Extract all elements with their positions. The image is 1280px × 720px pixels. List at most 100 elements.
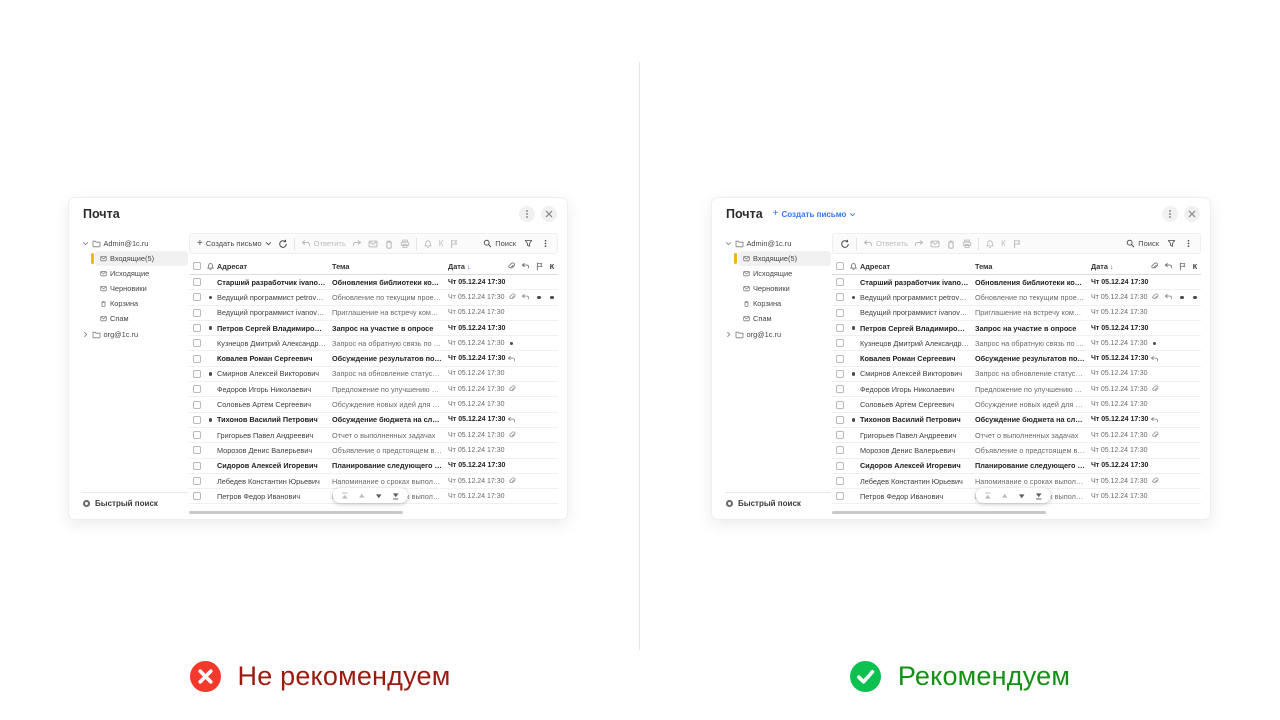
row-checkbox[interactable] — [192, 324, 201, 333]
row-checkbox[interactable] — [192, 400, 201, 409]
mail-row[interactable]: Григорьев Павел Андреевич Отчет о выполн… — [832, 428, 1201, 444]
account-item-admin[interactable]: Admin@1c.ru — [725, 236, 831, 251]
mail-row[interactable]: Соловьев Артем Сергеевич Обсуждение новы… — [189, 397, 558, 413]
k-button[interactable]: К — [438, 239, 444, 248]
folder-item[interactable]: Входящие(5) — [91, 251, 188, 266]
mail-row[interactable]: Ведущий программист petrov@1c.ru Обновле… — [832, 290, 1201, 306]
mail-row[interactable]: Ведущий программист ivanov@1c.ru Приглаш… — [189, 306, 558, 321]
mail-row[interactable]: Ковалев Роман Сергеевич Обсуждение резул… — [189, 351, 558, 367]
folder-item[interactable]: Корзина — [95, 296, 188, 311]
k-button[interactable]: К — [1001, 239, 1006, 248]
search-button[interactable]: Поиск — [1126, 239, 1159, 248]
row-checkbox[interactable] — [835, 431, 844, 440]
reply-button[interactable]: Ответить — [863, 239, 908, 248]
print-button[interactable] — [962, 239, 972, 249]
row-checkbox[interactable] — [192, 339, 201, 348]
mail-row[interactable]: Григорьев Павел Андреевич Отчет о выполн… — [189, 428, 558, 444]
last-page-button[interactable] — [391, 492, 399, 500]
row-checkbox[interactable] — [192, 354, 201, 363]
mail-row[interactable]: Петров Федор Иванович Напоминание о срок… — [832, 489, 1201, 505]
account-item-org[interactable]: org@1c.ru — [725, 327, 831, 342]
mail-row[interactable]: Соловьев Артем Сергеевич Обсуждение новы… — [832, 397, 1201, 413]
row-checkbox[interactable] — [835, 308, 844, 317]
row-checkbox[interactable] — [192, 415, 201, 424]
row-checkbox[interactable] — [835, 293, 844, 302]
next-page-button[interactable] — [1017, 492, 1025, 500]
mail-row[interactable]: Сидоров Алексей Игоревич Планирование сл… — [832, 459, 1201, 474]
row-checkbox[interactable] — [192, 308, 201, 317]
mail-row[interactable]: Тихонов Василий Петрович Обсуждение бюдж… — [189, 413, 558, 428]
mail-row[interactable]: Петров Сергей Владимирович Запрос на уча… — [189, 321, 558, 337]
row-checkbox[interactable] — [192, 477, 201, 485]
forward-button[interactable] — [352, 239, 362, 248]
folder-item[interactable]: Входящие(5) — [734, 251, 831, 266]
row-checkbox[interactable] — [835, 492, 844, 501]
refresh-button[interactable] — [840, 238, 850, 249]
row-checkbox[interactable] — [835, 415, 844, 424]
filter-button[interactable] — [1167, 239, 1176, 248]
window-close-button[interactable] — [541, 206, 557, 222]
column-addressee[interactable]: Адресат — [860, 261, 891, 271]
next-page-button[interactable] — [374, 492, 382, 500]
last-page-button[interactable] — [1034, 492, 1042, 500]
mail-row[interactable]: Лебедев Константин Юрьевич Напоминание о… — [832, 474, 1201, 490]
mail-row[interactable]: Ведущий программист petrov@1c.ru Обновле… — [189, 290, 558, 306]
mail-row[interactable]: Старший разработчик ivanov@1c.ru Обновле… — [832, 275, 1201, 291]
mail-row[interactable]: Федоров Игорь Николаевич Предложение по … — [832, 382, 1201, 398]
row-checkbox[interactable] — [192, 431, 201, 440]
folder-item[interactable]: Исходящие — [95, 266, 188, 281]
row-checkbox[interactable] — [192, 461, 201, 470]
account-item-admin[interactable]: Admin@1c.ru — [82, 236, 188, 251]
row-checkbox[interactable] — [835, 400, 844, 409]
move-to-folder-button[interactable] — [368, 239, 378, 249]
quick-search-button[interactable]: Быстрый поиск — [82, 492, 188, 508]
first-page-button[interactable] — [983, 491, 991, 500]
search-button[interactable]: Поиск — [483, 239, 516, 248]
folder-item[interactable]: Спам — [738, 311, 831, 326]
mail-row[interactable]: Федоров Игорь Николаевич Предложение по … — [189, 382, 558, 398]
header-create-mail-link[interactable]: + Создать письмо — [773, 209, 857, 219]
mail-row[interactable]: Смирнов Алексей Викторович Запрос на обн… — [189, 367, 558, 383]
print-button[interactable] — [400, 239, 410, 249]
mail-row[interactable]: Петров Сергей Владимирович Запрос на уча… — [832, 321, 1201, 337]
row-checkbox[interactable] — [192, 278, 201, 287]
row-checkbox[interactable] — [192, 369, 201, 378]
row-checkbox[interactable] — [192, 293, 201, 302]
mail-row[interactable]: Смирнов Алексей Викторович Запрос на обн… — [832, 367, 1201, 383]
quick-search-button[interactable]: Быстрый поиск — [725, 492, 831, 508]
refresh-button[interactable] — [278, 238, 288, 249]
row-checkbox[interactable] — [835, 354, 844, 363]
row-checkbox[interactable] — [835, 446, 844, 455]
column-subject[interactable]: Тема — [332, 261, 350, 271]
reply-button[interactable]: Ответить — [301, 239, 346, 248]
delete-button[interactable] — [384, 239, 394, 249]
mail-row[interactable]: Ковалев Роман Сергеевич Обсуждение резул… — [832, 351, 1201, 367]
toolbar-menu-button[interactable] — [1184, 239, 1193, 248]
mail-row[interactable]: Лебедев Константин Юрьевич Напоминание о… — [189, 474, 558, 490]
flag-button[interactable] — [449, 239, 459, 249]
row-checkbox[interactable] — [835, 461, 844, 470]
mail-row[interactable]: Кузнецов Дмитрий Александрович Запрос на… — [832, 336, 1201, 352]
column-addressee[interactable]: Адресат — [217, 261, 248, 271]
mail-row[interactable]: Ведущий программист ivanov@1c.ru Приглаш… — [832, 306, 1201, 321]
column-date[interactable]: Дата ↓ — [448, 261, 471, 271]
filter-button[interactable] — [524, 239, 533, 248]
flag-button[interactable] — [1012, 239, 1022, 249]
row-checkbox[interactable] — [835, 369, 844, 378]
folder-item[interactable]: Спам — [95, 311, 188, 326]
row-checkbox[interactable] — [192, 446, 201, 455]
mail-row[interactable]: Кузнецов Дмитрий Александрович Запрос на… — [189, 336, 558, 352]
horizontal-scrollbar[interactable] — [189, 511, 404, 514]
row-checkbox[interactable] — [835, 385, 844, 394]
select-all-checkbox[interactable] — [192, 262, 201, 270]
account-item-org[interactable]: org@1c.ru — [82, 327, 188, 342]
prev-page-button[interactable] — [1000, 492, 1008, 500]
window-menu-button[interactable] — [519, 206, 535, 222]
column-subject[interactable]: Тема — [975, 261, 993, 271]
horizontal-scrollbar[interactable] — [832, 511, 1047, 514]
notify-button[interactable] — [423, 239, 433, 249]
delete-button[interactable] — [946, 239, 956, 249]
mail-row[interactable]: Морозов Денис Валерьевич Объявление о пр… — [832, 443, 1201, 459]
window-close-button[interactable] — [1184, 206, 1200, 222]
mail-row[interactable]: Тихонов Василий Петрович Обсуждение бюдж… — [832, 413, 1201, 428]
